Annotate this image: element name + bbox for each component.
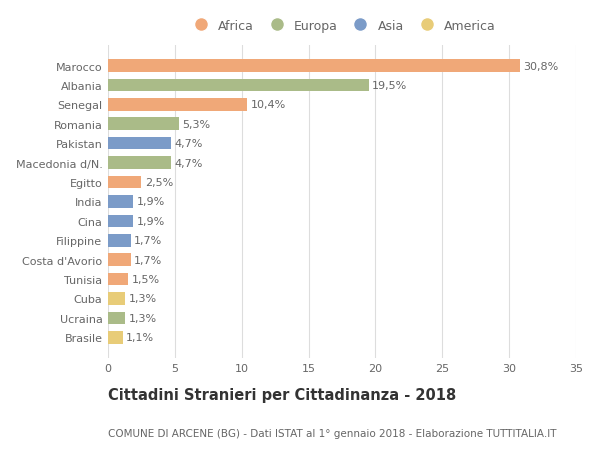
Text: 10,4%: 10,4% [250,100,286,110]
Bar [108,235,131,247]
Bar [108,292,125,305]
Bar [108,176,142,189]
Text: 1,3%: 1,3% [129,294,157,304]
Text: 1,3%: 1,3% [129,313,157,323]
Text: 1,7%: 1,7% [134,255,163,265]
Text: 2,5%: 2,5% [145,178,173,188]
Bar [108,273,128,286]
Text: 1,9%: 1,9% [137,197,165,207]
Text: 4,7%: 4,7% [174,158,203,168]
Bar [108,215,133,228]
Text: 4,7%: 4,7% [174,139,203,149]
Bar [108,157,171,169]
Bar [108,196,133,208]
Legend: Africa, Europa, Asia, America: Africa, Europa, Asia, America [183,15,501,38]
Bar [108,118,179,131]
Text: 1,9%: 1,9% [137,216,165,226]
Text: 1,7%: 1,7% [134,236,163,246]
Text: Cittadini Stranieri per Cittadinanza - 2018: Cittadini Stranieri per Cittadinanza - 2… [108,387,456,403]
Bar [108,138,171,150]
Bar [108,254,131,266]
Text: 1,5%: 1,5% [131,274,160,285]
Text: 19,5%: 19,5% [372,81,407,91]
Text: 5,3%: 5,3% [182,119,211,129]
Bar [108,79,369,92]
Text: 1,1%: 1,1% [126,333,154,342]
Bar [108,312,125,325]
Bar [108,99,247,112]
Bar [108,60,520,73]
Bar [108,331,123,344]
Text: COMUNE DI ARCENE (BG) - Dati ISTAT al 1° gennaio 2018 - Elaborazione TUTTITALIA.: COMUNE DI ARCENE (BG) - Dati ISTAT al 1°… [108,428,557,438]
Text: 30,8%: 30,8% [523,62,559,71]
